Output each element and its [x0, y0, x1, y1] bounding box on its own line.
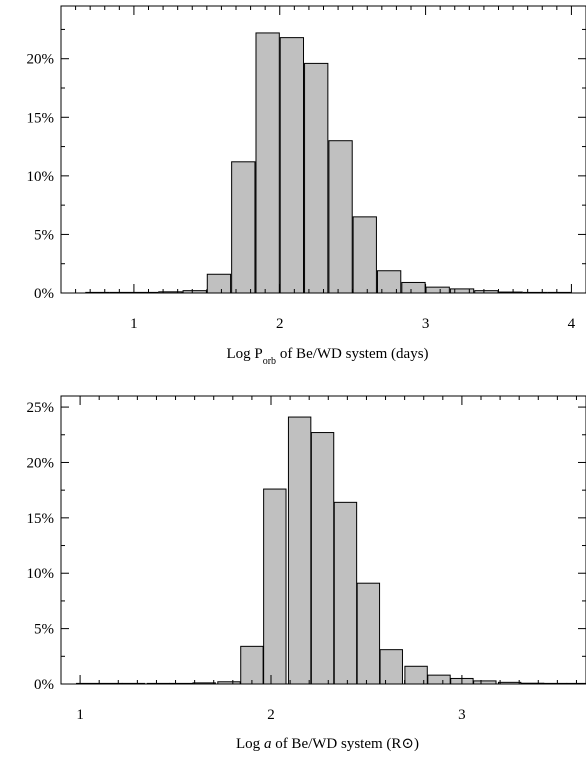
x-axis-title: Log a of Be/WD system (R⊙) — [236, 736, 419, 752]
x-tick-label: 2 — [276, 316, 284, 332]
y-tick-label: 0% — [34, 677, 54, 693]
histogram-bar — [352, 216, 377, 294]
y-tick-label: 10% — [27, 169, 55, 185]
y-tick-label: 15% — [27, 110, 55, 126]
histogram-bar — [206, 273, 232, 294]
y-tick-label: 10% — [27, 566, 55, 582]
x-tick-label: 3 — [458, 707, 466, 723]
histogram-bar — [240, 645, 264, 685]
histogram-bar — [310, 432, 335, 685]
x-tick-label: 2 — [267, 707, 275, 723]
y-tick-label: 25% — [27, 400, 55, 416]
histogram-bar — [449, 288, 475, 294]
y-tick-label: 5% — [34, 227, 54, 243]
histogram-bar — [328, 140, 353, 294]
histogram-bar — [287, 416, 312, 685]
x-tick-label: 4 — [568, 316, 576, 332]
y-tick-label: 0% — [34, 286, 54, 302]
histogram-bar — [279, 37, 305, 294]
x-tick-label: 1 — [130, 316, 138, 332]
histogram-bar — [425, 286, 450, 294]
x-axis-title: Log Porb of Be/WD system (days) — [226, 346, 428, 367]
histogram-bar — [379, 649, 403, 685]
plot-frame — [60, 395, 586, 685]
y-tick-label: 5% — [34, 622, 54, 638]
histogram-bar — [401, 281, 426, 294]
y-tick-label: 20% — [27, 455, 55, 471]
histogram-bar — [356, 582, 381, 685]
histogram-bar — [376, 270, 402, 294]
y-tick-label: 15% — [27, 511, 55, 527]
x-tick-label: 1 — [76, 707, 84, 723]
orbital-period-histogram: 0% 5% 10% 15% 20% 1 2 3 4 Log Porb of Be/WD syste… — [27, 5, 586, 367]
histogram-bar — [263, 488, 287, 685]
histogram-bar — [231, 161, 256, 294]
histogram-bar — [304, 62, 329, 294]
histogram-bar — [333, 501, 358, 685]
x-tick-label: 3 — [422, 316, 430, 332]
histogram-bar — [255, 32, 280, 294]
histogram-bar — [427, 674, 451, 685]
y-tick-label: 20% — [27, 52, 55, 68]
separation-histogram: 0% 5% 10% 15% 20% 25% 1 2 3 Log a of Be/WD system… — [27, 395, 586, 752]
